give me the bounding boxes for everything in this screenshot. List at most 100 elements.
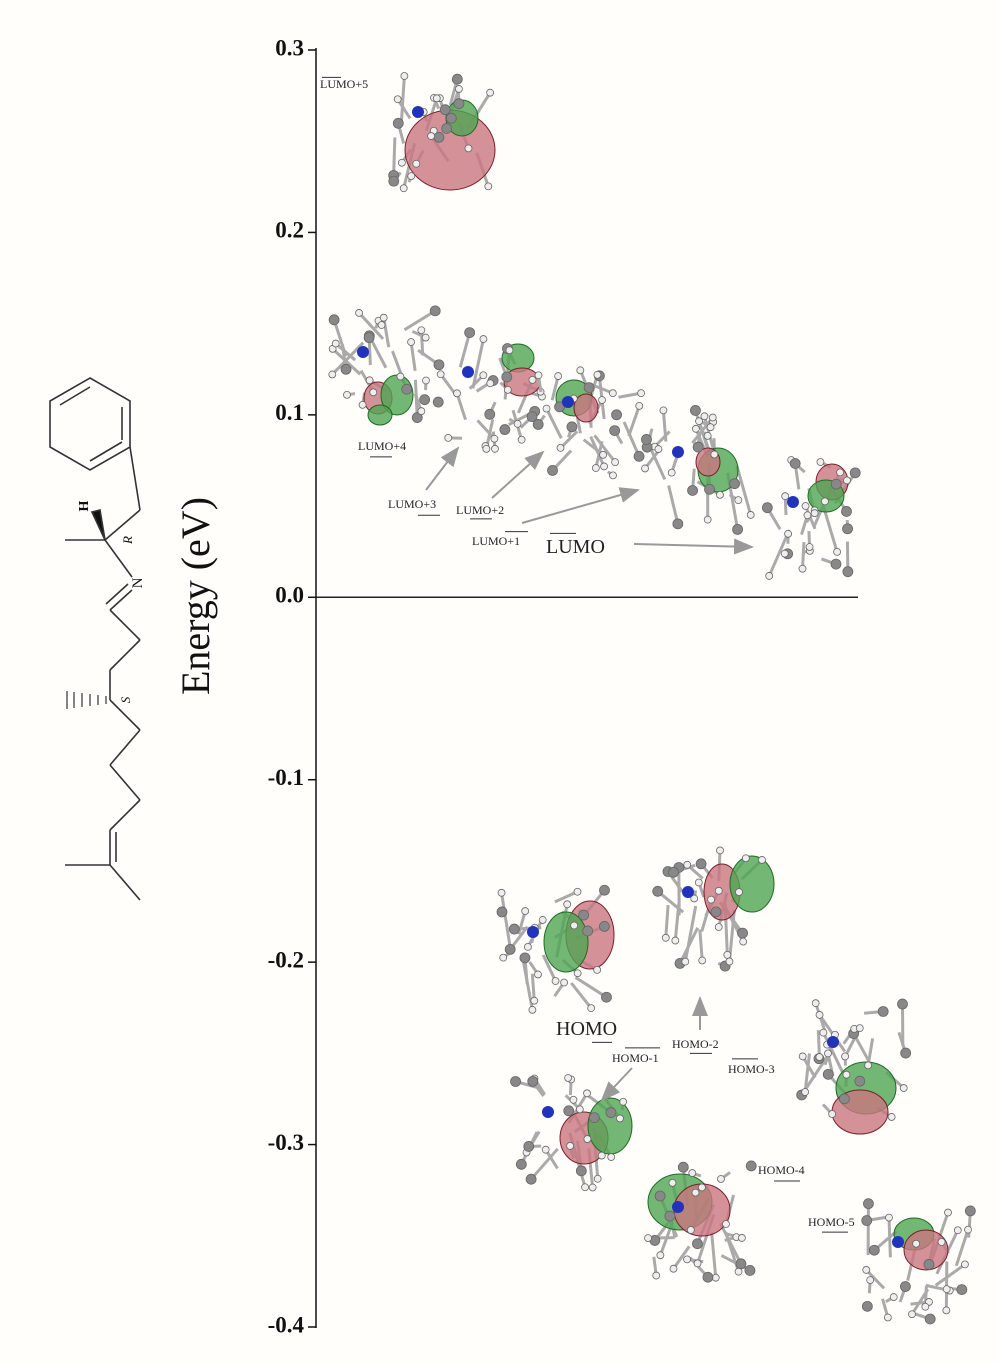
molecule xyxy=(641,405,754,534)
atom xyxy=(609,390,616,397)
atom xyxy=(831,559,841,569)
atom xyxy=(712,1274,719,1281)
atom xyxy=(529,1006,536,1013)
atom xyxy=(641,434,651,444)
atom xyxy=(400,185,407,192)
bond xyxy=(802,542,803,569)
nitrogen-atom xyxy=(542,1106,554,1118)
atom xyxy=(645,1235,652,1242)
bond xyxy=(669,486,678,524)
y-tick-label: -0.1 xyxy=(268,765,304,790)
atom xyxy=(707,424,714,431)
bond xyxy=(457,393,466,419)
atom xyxy=(824,1050,831,1057)
atom xyxy=(491,435,498,442)
atom xyxy=(717,1175,724,1182)
molecule xyxy=(497,885,614,1013)
atom xyxy=(583,926,593,936)
atom xyxy=(957,1285,967,1295)
atom xyxy=(862,1216,872,1226)
atom xyxy=(524,1141,534,1151)
atom xyxy=(452,74,462,84)
atom xyxy=(584,1136,591,1143)
atom xyxy=(657,1252,664,1259)
atom xyxy=(582,1184,589,1191)
molecule xyxy=(511,1074,632,1191)
atom xyxy=(552,978,559,985)
atom xyxy=(781,550,788,557)
bond xyxy=(666,905,668,938)
atom xyxy=(612,410,622,420)
atom xyxy=(678,1162,688,1172)
atom xyxy=(655,1191,665,1201)
atom xyxy=(682,958,689,965)
atom xyxy=(502,372,512,382)
atom xyxy=(601,463,608,470)
atom xyxy=(698,1184,705,1191)
atom xyxy=(709,414,716,421)
atom xyxy=(397,373,404,380)
nitrogen-atom xyxy=(562,396,574,408)
atom xyxy=(514,420,521,427)
atom xyxy=(900,1085,907,1092)
atom xyxy=(570,1096,577,1103)
nitrogen-atom xyxy=(412,106,424,118)
atom xyxy=(620,1098,627,1105)
atom xyxy=(655,446,662,453)
atom xyxy=(730,479,740,489)
atom xyxy=(888,1113,895,1120)
atom xyxy=(762,503,772,513)
orbital-lobe xyxy=(544,912,588,972)
atom xyxy=(758,856,765,863)
orbital-label: LUMO+5 xyxy=(320,77,368,91)
atom xyxy=(418,408,425,415)
atom xyxy=(863,1266,870,1273)
atom xyxy=(612,459,619,466)
atom xyxy=(738,1234,745,1241)
atom xyxy=(497,907,507,917)
bond xyxy=(868,1038,873,1065)
chemical-structure xyxy=(50,378,140,900)
atom xyxy=(802,1089,809,1096)
atom xyxy=(636,402,643,409)
nitrogen-atom xyxy=(827,1036,839,1048)
atom xyxy=(599,885,609,895)
atom xyxy=(539,916,546,923)
atom xyxy=(356,309,363,316)
atom xyxy=(576,1106,583,1113)
bond xyxy=(818,1030,819,1057)
y-axis-label: Energy (eV) xyxy=(173,497,218,695)
atom xyxy=(589,1113,599,1123)
atom xyxy=(422,334,429,341)
atom xyxy=(802,503,809,510)
molecule xyxy=(533,367,644,479)
atom xyxy=(693,442,703,452)
atom xyxy=(529,376,536,383)
atom xyxy=(533,419,543,429)
nitrogen-atom xyxy=(892,1236,904,1248)
nitrogen-atom xyxy=(682,886,694,898)
atom xyxy=(662,934,669,941)
atom-label: H xyxy=(77,500,92,511)
atom xyxy=(665,1211,675,1221)
atom xyxy=(454,99,464,109)
atom xyxy=(516,1159,526,1169)
atom xyxy=(735,497,742,504)
atom xyxy=(817,459,824,466)
atom xyxy=(455,85,462,92)
atom xyxy=(673,519,683,529)
atom xyxy=(364,333,374,343)
atom xyxy=(555,373,562,380)
atom xyxy=(965,1206,975,1216)
atom xyxy=(564,1106,574,1116)
atom xyxy=(592,465,599,472)
atom xyxy=(498,889,505,896)
atom xyxy=(616,1115,623,1122)
atom xyxy=(506,347,513,354)
atom xyxy=(589,1184,596,1191)
atom xyxy=(843,477,850,484)
atom xyxy=(684,861,691,868)
atom xyxy=(522,908,529,915)
atom xyxy=(900,1282,910,1292)
atom xyxy=(692,425,699,432)
